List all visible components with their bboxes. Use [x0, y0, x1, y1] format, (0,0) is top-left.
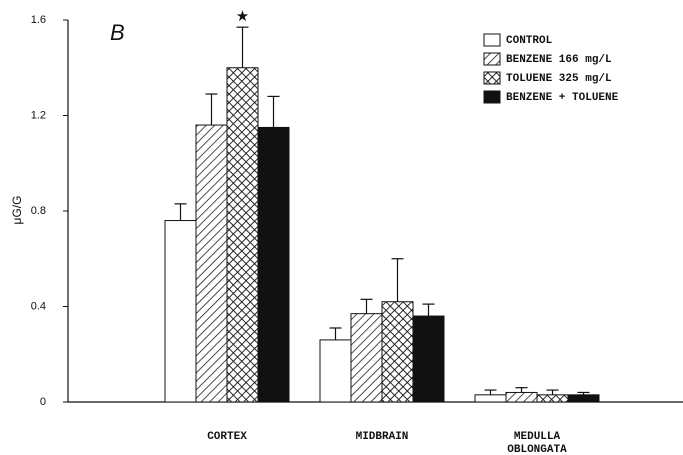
x-tick-label-line: MIDBRAIN — [356, 431, 409, 443]
y-tick-label: 0.4 — [31, 300, 46, 312]
bar — [257, 126, 290, 403]
annotation: ★ — [236, 8, 249, 25]
bar — [350, 313, 383, 403]
legend-swatch — [483, 33, 501, 47]
x-tick-label: CORTEX — [207, 431, 247, 443]
y-tick-label: 0 — [40, 396, 46, 408]
bar — [381, 301, 414, 403]
bar — [474, 394, 507, 403]
x-tick-label: MIDBRAIN — [356, 431, 409, 443]
x-tick-label-line: OBLONGATA — [507, 444, 567, 455]
legend-label: CONTROL — [506, 35, 553, 47]
x-tick-label: MEDULLA OBLONGATA — [507, 431, 567, 455]
bar — [536, 394, 569, 403]
y-tick-label: 1.6 — [31, 14, 46, 26]
bar — [226, 67, 259, 403]
y-axis-label: μG/G — [10, 196, 24, 225]
bar — [567, 394, 600, 403]
legend-swatch — [483, 52, 501, 66]
legend-label: TOLUENE 325 mg/L — [506, 73, 612, 85]
bar — [412, 315, 445, 403]
x-tick-label-line: CORTEX — [207, 431, 247, 443]
panel-label: B — [110, 20, 125, 45]
legend-label: BENZENE 166 mg/L — [506, 54, 612, 66]
legend-swatch — [483, 90, 501, 104]
bar — [164, 220, 197, 403]
bar — [195, 124, 228, 403]
y-tick-label: 0.8 — [31, 205, 46, 217]
x-tick-label-line: MEDULLA — [514, 431, 561, 443]
bar — [319, 339, 352, 403]
bar — [505, 391, 538, 403]
legend-swatch — [483, 71, 501, 85]
y-tick-label: 1.2 — [31, 109, 46, 121]
legend-label: BENZENE + TOLUENE — [506, 92, 619, 104]
